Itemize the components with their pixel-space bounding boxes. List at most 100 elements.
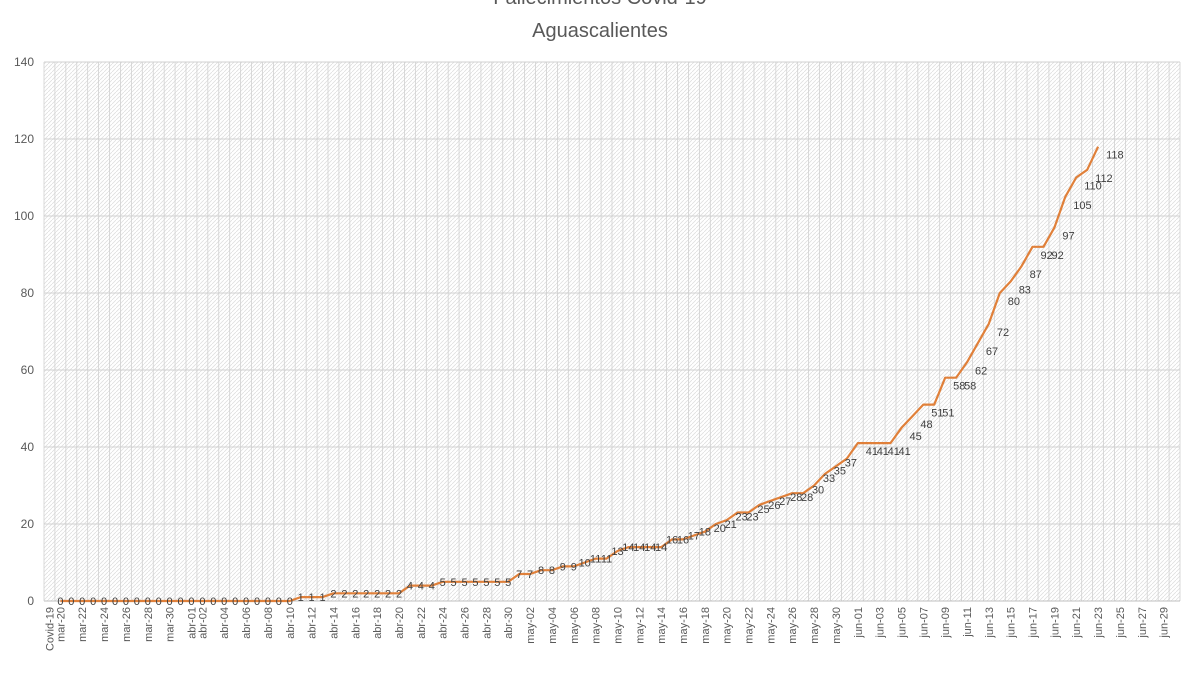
x-tick-label: mar-30	[165, 607, 177, 642]
data-label: 23	[746, 511, 758, 523]
data-label: 2	[330, 588, 336, 600]
data-label: 45	[909, 431, 921, 443]
data-label: 5	[505, 577, 511, 589]
data-label: 0	[123, 596, 129, 608]
data-label: 0	[199, 596, 205, 608]
x-tick-label: may-12	[634, 607, 646, 644]
data-label: 80	[1008, 296, 1020, 308]
data-label: 21	[725, 519, 737, 531]
x-tick-label: abr-12	[307, 607, 319, 639]
x-tick-label: jun-27	[1137, 607, 1149, 639]
data-label: 5	[483, 577, 489, 589]
x-tick-label: jun-15	[1006, 607, 1018, 639]
data-label: 9	[571, 561, 577, 573]
data-label: 0	[287, 596, 293, 608]
x-tick-label: abr-18	[372, 607, 384, 639]
x-tick-label: may-24	[765, 607, 777, 644]
data-label: 11	[590, 554, 601, 566]
data-label: 105	[1073, 200, 1091, 212]
data-label: 2	[341, 588, 347, 600]
series-layer	[60, 146, 1100, 603]
x-tick-label: may-18	[700, 607, 712, 644]
data-label: 14	[633, 542, 645, 554]
x-tick-label: jun-25	[1115, 607, 1127, 639]
data-label: 0	[177, 596, 183, 608]
y-tick-label: 0	[27, 594, 34, 608]
x-tick-label: abr-08	[263, 607, 275, 639]
data-label: 28	[790, 492, 802, 504]
data-label: 0	[221, 596, 227, 608]
data-label: 0	[167, 596, 173, 608]
gridlines	[43, 61, 1181, 602]
y-tick-label: 120	[14, 132, 34, 146]
data-label: 58	[964, 381, 976, 393]
data-label: 0	[68, 596, 74, 608]
x-tick-label: jun-05	[896, 607, 908, 639]
data-label: 5	[472, 577, 478, 589]
data-label: 0	[210, 596, 216, 608]
data-label: 14	[644, 542, 656, 554]
data-label: 83	[1019, 284, 1031, 296]
x-tick-label: abr-14	[328, 607, 340, 639]
data-label: 72	[997, 327, 1009, 339]
data-label: 48	[920, 419, 932, 431]
x-tick-label: jun-03	[875, 607, 887, 639]
x-tick-label: mar-20	[55, 607, 67, 642]
data-label: 11	[601, 554, 612, 566]
data-label: 28	[801, 492, 813, 504]
data-label: 67	[986, 346, 998, 358]
data-label: 0	[243, 596, 249, 608]
data-label: 87	[1030, 269, 1042, 281]
x-tick-label: abr-06	[241, 607, 253, 639]
data-label: 4	[429, 581, 435, 593]
data-label: 58	[953, 381, 965, 393]
x-tick-label: jun-17	[1028, 607, 1040, 639]
data-label: 8	[538, 565, 544, 577]
data-label: 5	[461, 577, 467, 589]
x-tick-label: mar-24	[99, 607, 111, 642]
data-label: 0	[112, 596, 118, 608]
x-tick-label: mar-28	[143, 607, 155, 642]
x-tick-label: abr-02	[197, 607, 209, 639]
x-tick-label: abr-30	[503, 607, 515, 639]
data-label: 0	[156, 596, 162, 608]
x-tick-label: may-02	[525, 607, 537, 644]
x-tick-label: may-14	[656, 607, 668, 644]
x-tick-label: may-22	[744, 607, 756, 644]
data-label: 30	[812, 485, 824, 497]
data-label: 5	[494, 577, 500, 589]
x-tick-label: abr-16	[350, 607, 362, 639]
data-label: 51	[942, 408, 954, 420]
x-tick-label: jun-07	[918, 607, 930, 639]
data-label: 1	[298, 592, 304, 604]
data-label: 0	[57, 596, 63, 608]
data-label: 2	[374, 588, 380, 600]
data-label: 5	[440, 577, 446, 589]
data-label: 0	[134, 596, 140, 608]
x-tick-label: may-10	[612, 607, 624, 644]
data-label: 4	[418, 581, 424, 593]
data-label: 33	[823, 473, 835, 485]
y-tick-label: 60	[21, 363, 35, 377]
data-label: 16	[677, 534, 689, 546]
x-tick-label: may-30	[831, 607, 843, 644]
x-tick-label: may-20	[722, 607, 734, 644]
data-label: 0	[232, 596, 238, 608]
data-label: 2	[385, 588, 391, 600]
data-label: 37	[845, 458, 857, 470]
x-tick-label: may-06	[569, 607, 581, 644]
data-label: 26	[768, 500, 780, 512]
x-tick-label: jun-11	[962, 607, 974, 638]
data-label: 2	[396, 588, 402, 600]
data-label: 18	[699, 527, 711, 539]
data-label: 14	[622, 542, 634, 554]
x-tick-label: abr-26	[460, 607, 472, 639]
x-tick-label: jun-09	[940, 607, 952, 639]
data-label: 0	[90, 596, 96, 608]
data-label: 1	[309, 592, 315, 604]
data-label: 0	[145, 596, 151, 608]
chart-subtitle: Aguascalientes	[532, 20, 668, 42]
data-label: 0	[254, 596, 260, 608]
